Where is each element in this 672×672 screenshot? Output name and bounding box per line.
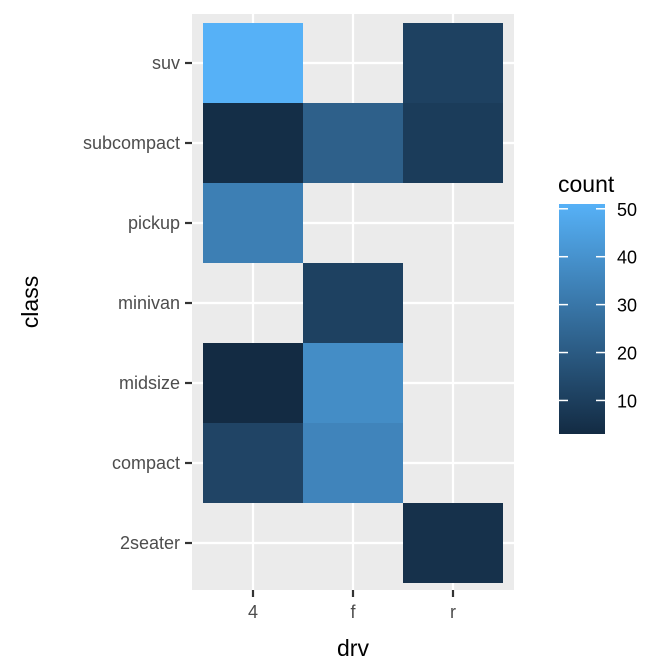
heatmap-cell (303, 263, 403, 343)
heatmap-cell (203, 23, 303, 103)
legend-tick-label: 10 (617, 391, 637, 411)
y-axis: 2seater compact midsize minivan pickup subcom… (83, 53, 192, 553)
heatmap-cell (403, 503, 503, 583)
heatmap-cell (403, 23, 503, 103)
y-axis-title: class (17, 276, 43, 328)
legend: count 10 20 30 40 50 (558, 171, 637, 434)
legend-tick-label: 30 (617, 296, 637, 316)
x-axis-title: drv (337, 635, 369, 661)
y-tick-label: midsize (119, 373, 180, 393)
heatmap-cell (403, 103, 503, 183)
heatmap-cell (203, 343, 303, 423)
heatmap-cells (203, 23, 503, 583)
x-tick-label: r (450, 602, 456, 622)
y-tick-label: compact (112, 453, 180, 473)
legend-ticks: 10 20 30 40 50 (559, 200, 637, 411)
y-tick-label: subcompact (83, 133, 180, 153)
legend-tick-label: 20 (617, 344, 637, 364)
y-tick-label: suv (152, 53, 180, 73)
heatmap-cell (303, 103, 403, 183)
heatmap-cell (303, 343, 403, 423)
x-tick-label: f (350, 602, 356, 622)
x-axis: 4 f r (248, 590, 456, 622)
heatmap-cell (203, 103, 303, 183)
x-tick-label: 4 (248, 602, 258, 622)
legend-colorbar (559, 204, 605, 434)
legend-title: count (558, 171, 615, 197)
y-tick-label: 2seater (120, 533, 180, 553)
y-tick-label: pickup (128, 213, 180, 233)
y-tick-label: minivan (118, 293, 180, 313)
heatmap-cell (203, 183, 303, 263)
heatmap-cell (303, 423, 403, 503)
legend-tick-label: 50 (617, 200, 637, 220)
heatmap-cell (203, 423, 303, 503)
legend-tick-label: 40 (617, 248, 637, 268)
